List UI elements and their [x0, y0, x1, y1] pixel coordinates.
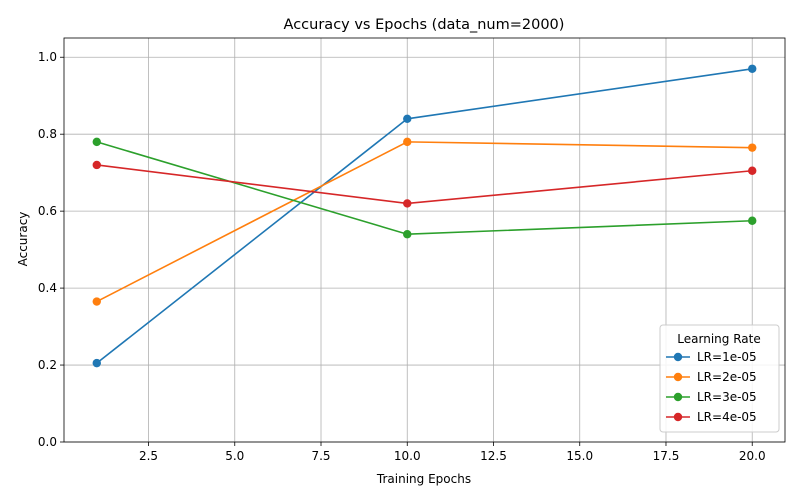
x-tick-label: 2.5 [139, 449, 158, 463]
data-point [403, 114, 412, 124]
data-point [92, 160, 101, 170]
legend-label: LR=4e-05 [697, 410, 757, 424]
series-line [96, 141, 753, 236]
legend-box [659, 324, 780, 433]
series-LR=2e-05 [92, 137, 757, 306]
y-tick-label: 0.2 [38, 358, 57, 372]
series-line [96, 67, 753, 364]
series-LR=3e-05 [92, 137, 757, 239]
legend-title: Learning Rate [677, 332, 760, 346]
y-axis-label: Accuracy [16, 212, 30, 267]
y-tick-label: 0.8 [38, 127, 57, 141]
y-tick-label: 0.4 [38, 281, 57, 295]
data-point [748, 166, 757, 175]
x-tick-label: 17.5 [653, 449, 680, 463]
series-LR=4e-05 [92, 160, 757, 208]
data-point [403, 137, 412, 147]
legend-marker [673, 412, 683, 422]
y-tick-label: 0.6 [38, 204, 57, 218]
plot-frame [63, 37, 786, 443]
x-tick-label: 20.0 [739, 449, 766, 463]
x-axis-label: Training Epochs [376, 472, 471, 486]
x-tick-label: 7.5 [311, 449, 330, 463]
y-tick-label: 0.0 [38, 435, 57, 449]
data-point [748, 143, 757, 152]
data-point [403, 230, 412, 239]
legend-marker [673, 392, 683, 402]
axes-layer: 2.5 5.0 7.5 10.0 12.5 15.0 17.5 20.0 0.0 0.2 0.4 0.… [38, 37, 786, 463]
x-tick-label: 15.0 [566, 449, 593, 463]
legend-label: LR=2e-05 [697, 370, 757, 384]
x-tick-label: 12.5 [480, 449, 507, 463]
data-point [403, 199, 412, 208]
legend-label: LR=1e-05 [697, 350, 757, 364]
legend-marker [673, 352, 683, 362]
y-tick-label: 1.0 [38, 50, 57, 64]
series-LR=1e-05 [92, 64, 757, 368]
x-tick-label: 5.0 [225, 449, 244, 463]
x-tick-label: 10.0 [394, 449, 421, 463]
legend: Learning Rate LR=1e-05LR=2e-05LR=3e-05LR… [659, 324, 780, 433]
series-layer [92, 64, 757, 368]
legend-label: LR=3e-05 [697, 390, 757, 404]
data-point [92, 297, 101, 306]
data-point [92, 137, 101, 147]
legend-items: LR=1e-05 LR=2e-05 LR=3e-05 LR=4e-05 [666, 350, 757, 424]
series-line [96, 141, 753, 303]
data-point [748, 216, 757, 225]
chart-title: Accuracy vs Epochs (data_num=2000) [284, 17, 565, 33]
data-point [92, 358, 101, 368]
data-point [748, 64, 757, 73]
legend-marker [673, 372, 683, 382]
